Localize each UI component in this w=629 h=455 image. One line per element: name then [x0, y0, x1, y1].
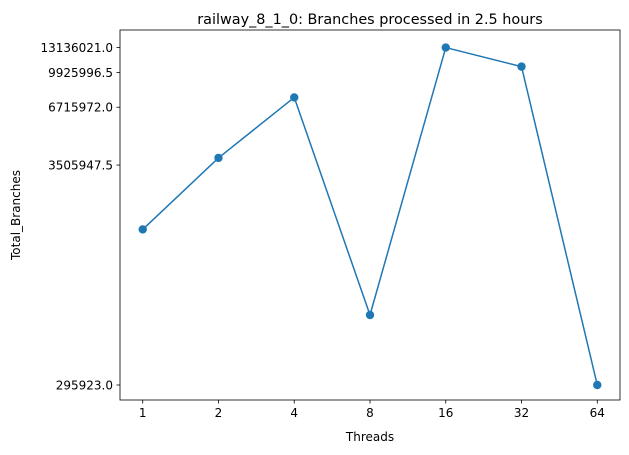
data-point — [290, 93, 299, 102]
y-tick-label: 3505947.5 — [48, 159, 113, 173]
x-axis-label: Threads — [345, 430, 394, 444]
data-point — [214, 153, 223, 163]
y-axis: 295923.0 3505947.5 6715972.0 9925996.5 13136… — [40, 41, 120, 392]
x-axis: 1 2 4 8 16 32 64 — [139, 400, 605, 420]
data-point — [138, 225, 147, 234]
data-point — [593, 380, 602, 390]
series-markers — [138, 43, 602, 390]
data-point — [441, 43, 450, 52]
data-point — [517, 62, 526, 71]
x-tick-label: 16 — [438, 406, 453, 420]
x-tick-label: 32 — [514, 406, 529, 420]
chart-title: railway_8_1_0: Branches processed in 2.5… — [197, 12, 542, 28]
y-tick-label: 9925996.5 — [48, 66, 113, 80]
y-tick-label: 295923.0 — [56, 378, 113, 392]
y-axis-label: Total_Branches — [9, 170, 23, 261]
x-tick-label: 1 — [139, 406, 147, 420]
x-tick-label: 64 — [590, 406, 605, 420]
y-tick-label: 6715972.0 — [48, 101, 113, 115]
y-tick-label: 13136021.0 — [40, 41, 113, 55]
data-point — [365, 310, 375, 320]
x-tick-label: 4 — [290, 406, 298, 420]
x-tick-label: 8 — [366, 406, 374, 420]
x-tick-label: 2 — [215, 406, 223, 420]
